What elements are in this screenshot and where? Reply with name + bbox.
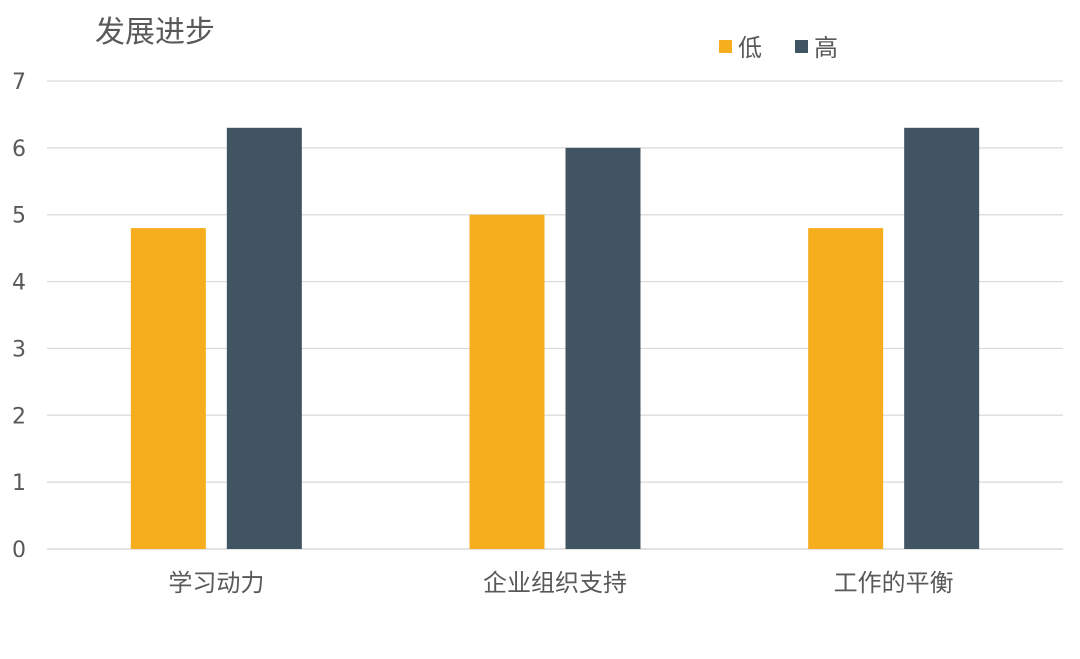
- y-tick-label: 5: [12, 204, 26, 229]
- bar-low: [808, 228, 884, 550]
- bar-high: [904, 127, 980, 550]
- legend-swatch-low: [719, 40, 732, 53]
- chart-title: 发展进步: [95, 15, 215, 50]
- category-label: 学习动力: [168, 569, 264, 597]
- y-tick-label: 6: [12, 137, 26, 162]
- category-label: 企业组织支持: [483, 569, 627, 597]
- legend-swatch-high: [795, 40, 808, 53]
- gridlines: [47, 80, 1063, 550]
- legend-label-low: 低: [738, 34, 762, 62]
- y-tick-label: 1: [12, 471, 26, 496]
- y-axis-ticks: 0 1 2 3 4 5 6 7: [12, 70, 26, 563]
- bar-high: [565, 147, 641, 549]
- y-tick-label: 4: [12, 271, 26, 296]
- y-tick-label: 3: [12, 337, 26, 362]
- x-axis-categories: 学习动力 企业组织支持 工作的平衡: [168, 569, 953, 597]
- bar-high: [226, 127, 302, 550]
- legend: 低 高: [719, 34, 838, 62]
- bar-low: [130, 228, 206, 550]
- y-tick-label: 7: [12, 70, 26, 95]
- y-tick-label: 2: [12, 404, 26, 429]
- bars: [130, 127, 980, 550]
- category-label: 工作的平衡: [834, 569, 954, 597]
- legend-label-high: 高: [814, 34, 838, 62]
- bar-low: [469, 214, 545, 549]
- y-tick-label: 0: [12, 538, 26, 563]
